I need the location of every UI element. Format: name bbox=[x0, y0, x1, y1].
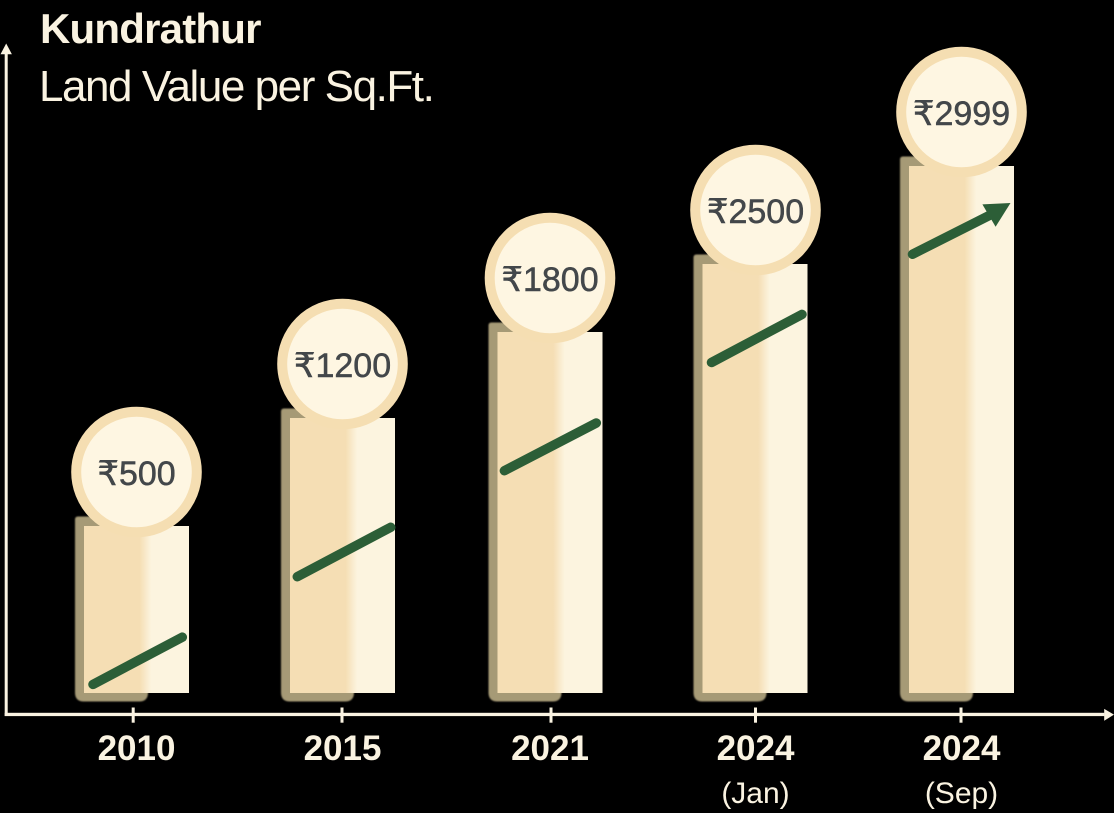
svg-text:2024: 2024 bbox=[923, 729, 1001, 768]
svg-text:₹2500: ₹2500 bbox=[707, 193, 804, 231]
svg-text:2010: 2010 bbox=[98, 729, 176, 768]
svg-text:Kundrathur: Kundrathur bbox=[40, 5, 261, 52]
svg-text:(Jan): (Jan) bbox=[721, 777, 789, 810]
svg-text:₹2999: ₹2999 bbox=[913, 95, 1010, 133]
svg-text:₹1200: ₹1200 bbox=[294, 347, 391, 385]
svg-text:(Sep): (Sep) bbox=[925, 777, 998, 810]
svg-text:2021: 2021 bbox=[511, 729, 589, 768]
svg-text:2015: 2015 bbox=[304, 729, 382, 768]
svg-text:Land Value per Sq.Ft.: Land Value per Sq.Ft. bbox=[39, 62, 433, 111]
svg-text:2024: 2024 bbox=[717, 729, 795, 768]
svg-text:₹500: ₹500 bbox=[97, 455, 175, 493]
svg-text:₹1800: ₹1800 bbox=[501, 261, 598, 299]
